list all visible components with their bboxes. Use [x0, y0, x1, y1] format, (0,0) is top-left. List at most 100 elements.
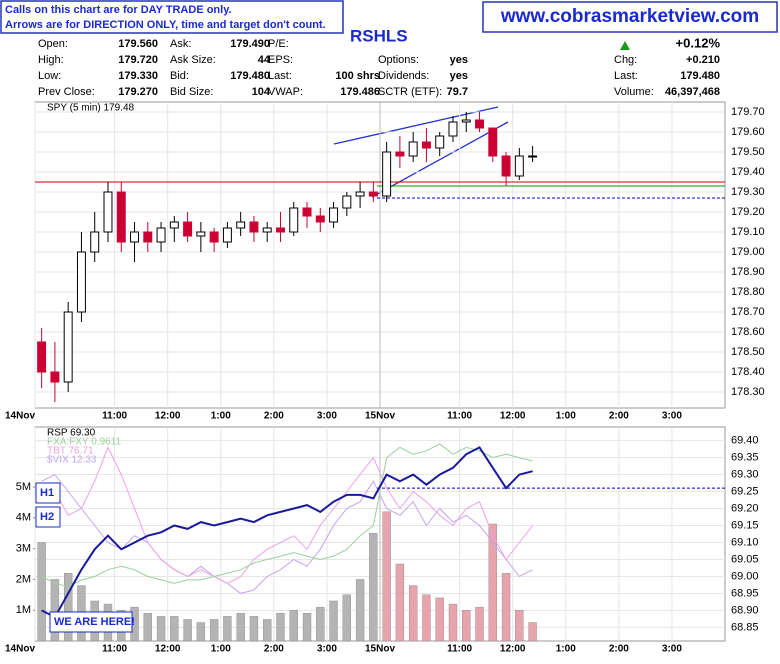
x-tick-label: 11:00	[447, 411, 472, 422]
annotation-box	[35, 506, 61, 528]
candle-body	[209, 231, 219, 243]
quote-label: Last:	[268, 70, 292, 82]
x-tick-label: 3:00	[317, 644, 337, 655]
quote-value: +0.210	[686, 54, 720, 66]
series-line	[41, 443, 533, 588]
y-tick-label: 69.10	[731, 536, 759, 548]
x-tick-label: 1:00	[556, 411, 576, 422]
y-tick-label: 68.95	[731, 587, 759, 599]
volume-bar	[395, 563, 405, 642]
x-tick-label: 12:00	[155, 411, 181, 422]
quote-value: 179.480	[680, 70, 720, 82]
quote-value: 79.7	[447, 86, 468, 98]
volume-bar	[143, 613, 152, 642]
quote-value: 104	[252, 86, 271, 98]
annotation-box	[49, 611, 133, 633]
quote-value: yes	[450, 70, 468, 82]
y2-tick-label: 3M	[16, 543, 31, 555]
volume-bar	[223, 616, 232, 642]
quote-table: Open: 179.560 High: 179.720 Low: 179.330 Prev …	[38, 35, 720, 97]
y-tick-label: 69.00	[731, 570, 759, 582]
candle-body	[196, 231, 206, 237]
banner-line: Calls on this chart are for DAY TRADE on…	[5, 4, 232, 16]
x-tick-label: 12:00	[500, 411, 526, 422]
candle-body	[276, 227, 285, 233]
quote-value: 100 shrs	[335, 70, 380, 82]
y-tick-label: 179.10	[731, 226, 765, 238]
y-tick-label: 69.35	[731, 451, 759, 463]
y-tick-label: 69.30	[731, 468, 759, 480]
candle-body	[222, 227, 232, 243]
x-tick-label: 2:00	[609, 411, 629, 422]
candle-body	[236, 221, 246, 229]
quote-value: +0.12%	[676, 35, 721, 50]
x-tick-label: 14Nov	[5, 411, 35, 422]
y-tick-label: 179.30	[731, 186, 765, 198]
volume-bar	[316, 606, 325, 642]
x-tick-label: 2:00	[264, 644, 284, 655]
legend-label: RSP 69.30	[47, 428, 96, 439]
quote-value: 179.480	[230, 70, 270, 82]
candle-body	[461, 119, 471, 123]
lower-chart: 69.40 69.35 69.30 69.25 69.20 69.15 69.10 69.05…	[5, 427, 759, 655]
candle-body	[76, 251, 86, 313]
x-tick-label: 15Nov	[365, 644, 395, 655]
legend-label: $VIX 12.33	[47, 455, 97, 466]
volume-bar	[488, 523, 497, 642]
y2-tick-label: 2M	[16, 573, 31, 585]
annotation: H1	[40, 487, 54, 499]
candle-body	[116, 191, 126, 243]
volume-bar	[475, 606, 484, 642]
candle-body	[103, 191, 113, 233]
series-line	[41, 473, 533, 594]
legend-label: SPY (5 min) 179.48	[47, 103, 135, 114]
banner-box	[0, 0, 344, 34]
y-tick-label: 179.20	[731, 206, 765, 218]
up-arrow	[620, 41, 630, 50]
quote-label: VWAP:	[268, 86, 303, 98]
annotation: WE ARE HERE!	[54, 616, 135, 628]
quote-label: SCTR (ETF):	[378, 86, 442, 98]
candle-body	[169, 221, 179, 229]
y-tick-label: 69.15	[731, 519, 759, 531]
series-line	[41, 446, 533, 619]
volume-bar	[209, 619, 219, 642]
quote-value: 179.330	[118, 70, 158, 82]
x-tick-label: 1:00	[556, 644, 576, 655]
volume-bar	[183, 619, 192, 642]
volume-bar	[369, 533, 378, 642]
y-tick-label: 68.90	[731, 604, 759, 616]
candle-body	[514, 155, 524, 177]
y-tick-label: 69.20	[731, 502, 759, 514]
y-tick-label: 69.05	[731, 553, 759, 565]
y-tick-label: 69.40	[731, 434, 759, 446]
y-tick-label: 178.90	[731, 266, 765, 278]
volume-bar	[37, 542, 46, 642]
candle-body	[90, 231, 100, 253]
quote-value: yes	[450, 54, 468, 66]
candle-body	[368, 191, 378, 197]
candle-body	[302, 207, 312, 217]
volume-bar	[462, 610, 471, 642]
quote-label: P/E:	[268, 38, 289, 50]
quote-label: Low:	[38, 70, 61, 82]
y-tick-label: 178.80	[731, 286, 765, 298]
x-tick-label: 12:00	[500, 644, 526, 655]
quote-value: 179.720	[118, 54, 158, 66]
candle-body	[355, 191, 365, 197]
candle-body	[408, 141, 418, 157]
volume-bar	[422, 594, 431, 642]
candle-body	[435, 135, 445, 149]
volume-bar	[156, 616, 166, 642]
quote-label: Bid Size:	[170, 86, 213, 98]
banner-line: Arrows are for DIRECTION ONLY, time and …	[5, 19, 326, 31]
y-tick-label: 179.00	[731, 246, 765, 258]
volume-bar	[196, 622, 206, 642]
volume-bar	[448, 603, 458, 642]
candle-body	[382, 151, 392, 197]
website: www.cobrasmarketview.com	[500, 6, 759, 27]
y-tick-label: 178.60	[731, 326, 765, 338]
annotation: H2	[40, 511, 54, 523]
quote-label: Chg:	[614, 54, 637, 66]
candle-body	[249, 221, 259, 233]
